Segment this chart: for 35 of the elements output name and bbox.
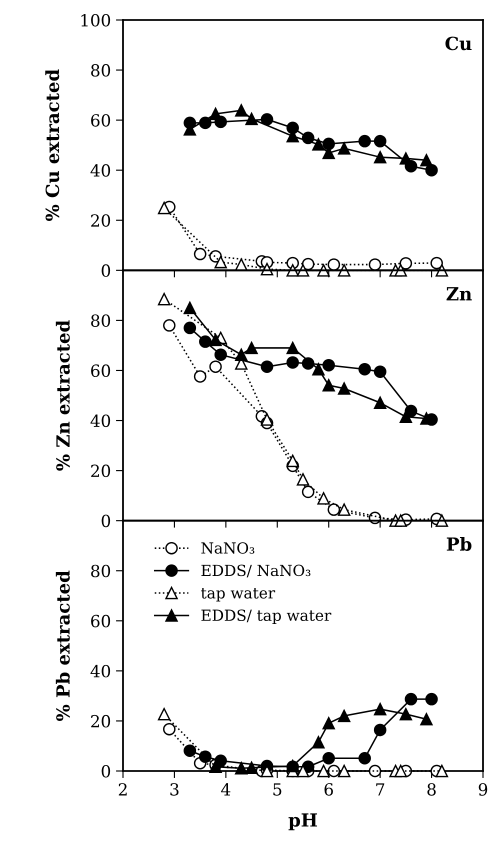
- y-axis-title: % Zn extracted: [56, 320, 70, 471]
- y-tick-label: 80: [91, 564, 110, 578]
- y-tick-label: 0: [102, 764, 110, 778]
- y-tick-label: 100: [81, 14, 110, 27]
- x-tick-label: 8: [427, 783, 436, 796]
- x-tick-label: 6: [324, 783, 333, 796]
- y-tick-label: 20: [91, 714, 110, 728]
- legend-label: EDDS/ NaNO₃: [201, 564, 310, 578]
- y-tick-label: 0: [102, 514, 110, 528]
- y-tick-label: 40: [90, 664, 110, 678]
- y-axis-title: % Cu extracted: [45, 69, 60, 221]
- y-tick-label: 60: [91, 364, 110, 378]
- y-tick-label: 80: [91, 64, 110, 77]
- annotation: Pb: [446, 536, 472, 551]
- y-axis-title: % Pb extracted: [56, 570, 70, 721]
- x-tick-label: 5: [273, 783, 282, 796]
- x-tick-label: 3: [170, 783, 178, 796]
- x-tick-label: 4: [221, 783, 230, 796]
- annotation: Cu: [445, 36, 472, 50]
- x-tick-label: 2: [118, 783, 127, 796]
- y-tick-label: 40: [90, 164, 110, 177]
- x-axis-title: pH: [288, 813, 318, 830]
- y-tick-label: 0: [102, 264, 110, 277]
- x-tick-label: 9: [478, 783, 488, 796]
- y-tick-label: 60: [91, 114, 110, 127]
- y-tick-label: 40: [90, 414, 110, 428]
- y-tick-label: 60: [91, 614, 110, 628]
- y-tick-label: 20: [91, 464, 110, 478]
- legend-label: tap water: [201, 588, 276, 602]
- y-tick-label: 80: [91, 314, 110, 327]
- legend-label: NaNO₃: [201, 542, 254, 554]
- annotation: Zn: [446, 287, 472, 300]
- x-tick-label: 7: [376, 783, 384, 796]
- y-tick-label: 20: [91, 214, 110, 227]
- legend-label: EDDS/ tap water: [201, 609, 332, 624]
